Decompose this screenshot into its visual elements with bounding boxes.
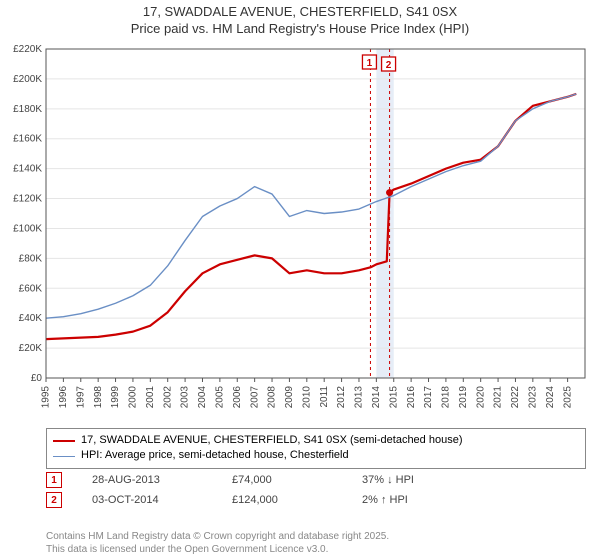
svg-text:2013: 2013 bbox=[354, 386, 365, 409]
svg-text:1997: 1997 bbox=[75, 386, 86, 409]
legend-label: HPI: Average price, semi-detached house,… bbox=[81, 448, 349, 463]
svg-text:2010: 2010 bbox=[301, 386, 312, 409]
svg-text:2: 2 bbox=[386, 60, 392, 71]
legend-item: 17, SWADDALE AVENUE, CHESTERFIELD, S41 0… bbox=[53, 433, 579, 448]
sale-marker: 1 bbox=[46, 472, 62, 488]
svg-text:2006: 2006 bbox=[232, 386, 243, 409]
svg-text:2023: 2023 bbox=[527, 386, 538, 409]
svg-text:£40K: £40K bbox=[19, 313, 43, 324]
svg-text:£200K: £200K bbox=[13, 74, 42, 85]
svg-text:2022: 2022 bbox=[510, 386, 521, 409]
svg-text:2025: 2025 bbox=[562, 386, 573, 409]
footer-attribution: Contains HM Land Registry data © Crown c… bbox=[46, 530, 389, 556]
svg-text:2018: 2018 bbox=[441, 386, 452, 409]
footer-line1: Contains HM Land Registry data © Crown c… bbox=[46, 530, 389, 543]
svg-text:2002: 2002 bbox=[162, 386, 173, 409]
svg-text:2021: 2021 bbox=[493, 386, 504, 409]
svg-text:2014: 2014 bbox=[371, 386, 382, 409]
svg-text:2008: 2008 bbox=[267, 386, 278, 409]
svg-text:2019: 2019 bbox=[458, 386, 469, 409]
sale-row: 2 03-OCT-2014 £124,000 2% ↑ HPI bbox=[46, 490, 586, 510]
svg-text:2016: 2016 bbox=[406, 386, 417, 409]
title-line1: 17, SWADDALE AVENUE, CHESTERFIELD, S41 0… bbox=[0, 4, 600, 21]
svg-text:2009: 2009 bbox=[284, 386, 295, 409]
legend-label: 17, SWADDALE AVENUE, CHESTERFIELD, S41 0… bbox=[81, 433, 462, 448]
svg-text:£80K: £80K bbox=[19, 253, 43, 264]
legend-swatch bbox=[53, 456, 75, 457]
svg-text:2017: 2017 bbox=[423, 386, 434, 409]
sale-pct: 37% ↓ HPI bbox=[362, 474, 462, 486]
svg-text:2024: 2024 bbox=[545, 386, 556, 409]
svg-text:2004: 2004 bbox=[197, 386, 208, 409]
price-chart: £0£20K£40K£60K£80K£100K£120K£140K£160K£1… bbox=[46, 48, 586, 418]
sale-row: 1 28-AUG-2013 £74,000 37% ↓ HPI bbox=[46, 470, 586, 490]
svg-text:£60K: £60K bbox=[19, 283, 43, 294]
title-line2: Price paid vs. HM Land Registry's House … bbox=[0, 21, 600, 38]
svg-text:2012: 2012 bbox=[336, 386, 347, 409]
svg-text:2003: 2003 bbox=[180, 386, 191, 409]
svg-text:£20K: £20K bbox=[19, 343, 43, 354]
sale-date: 28-AUG-2013 bbox=[92, 474, 202, 486]
sale-price: £74,000 bbox=[232, 474, 332, 486]
svg-text:1998: 1998 bbox=[93, 386, 104, 409]
svg-text:2011: 2011 bbox=[319, 386, 330, 408]
sale-pct: 2% ↑ HPI bbox=[362, 494, 462, 506]
chart-title: 17, SWADDALE AVENUE, CHESTERFIELD, S41 0… bbox=[0, 0, 600, 38]
svg-text:£140K: £140K bbox=[13, 164, 42, 175]
sale-price: £124,000 bbox=[232, 494, 332, 506]
svg-text:2020: 2020 bbox=[475, 386, 486, 409]
legend-item: HPI: Average price, semi-detached house,… bbox=[53, 448, 579, 463]
svg-text:£160K: £160K bbox=[13, 134, 42, 145]
svg-text:2000: 2000 bbox=[128, 386, 139, 409]
svg-text:1996: 1996 bbox=[58, 386, 69, 409]
svg-text:£180K: £180K bbox=[13, 104, 42, 115]
svg-text:£0: £0 bbox=[31, 373, 43, 384]
sale-date: 03-OCT-2014 bbox=[92, 494, 202, 506]
legend: 17, SWADDALE AVENUE, CHESTERFIELD, S41 0… bbox=[46, 428, 586, 469]
svg-text:£220K: £220K bbox=[13, 44, 42, 55]
sale-marker: 2 bbox=[46, 492, 62, 508]
svg-text:2001: 2001 bbox=[145, 386, 156, 409]
footer-line2: This data is licensed under the Open Gov… bbox=[46, 543, 389, 556]
svg-text:2015: 2015 bbox=[388, 386, 399, 409]
sale-events: 1 28-AUG-2013 £74,000 37% ↓ HPI 2 03-OCT-2014… bbox=[46, 470, 586, 510]
svg-text:2007: 2007 bbox=[249, 386, 260, 409]
legend-swatch bbox=[53, 440, 75, 442]
svg-text:£100K: £100K bbox=[13, 223, 42, 234]
svg-text:1995: 1995 bbox=[41, 386, 52, 409]
svg-text:1: 1 bbox=[367, 58, 373, 69]
svg-text:1999: 1999 bbox=[110, 386, 121, 409]
svg-text:2005: 2005 bbox=[215, 386, 226, 409]
svg-text:£120K: £120K bbox=[13, 194, 42, 205]
